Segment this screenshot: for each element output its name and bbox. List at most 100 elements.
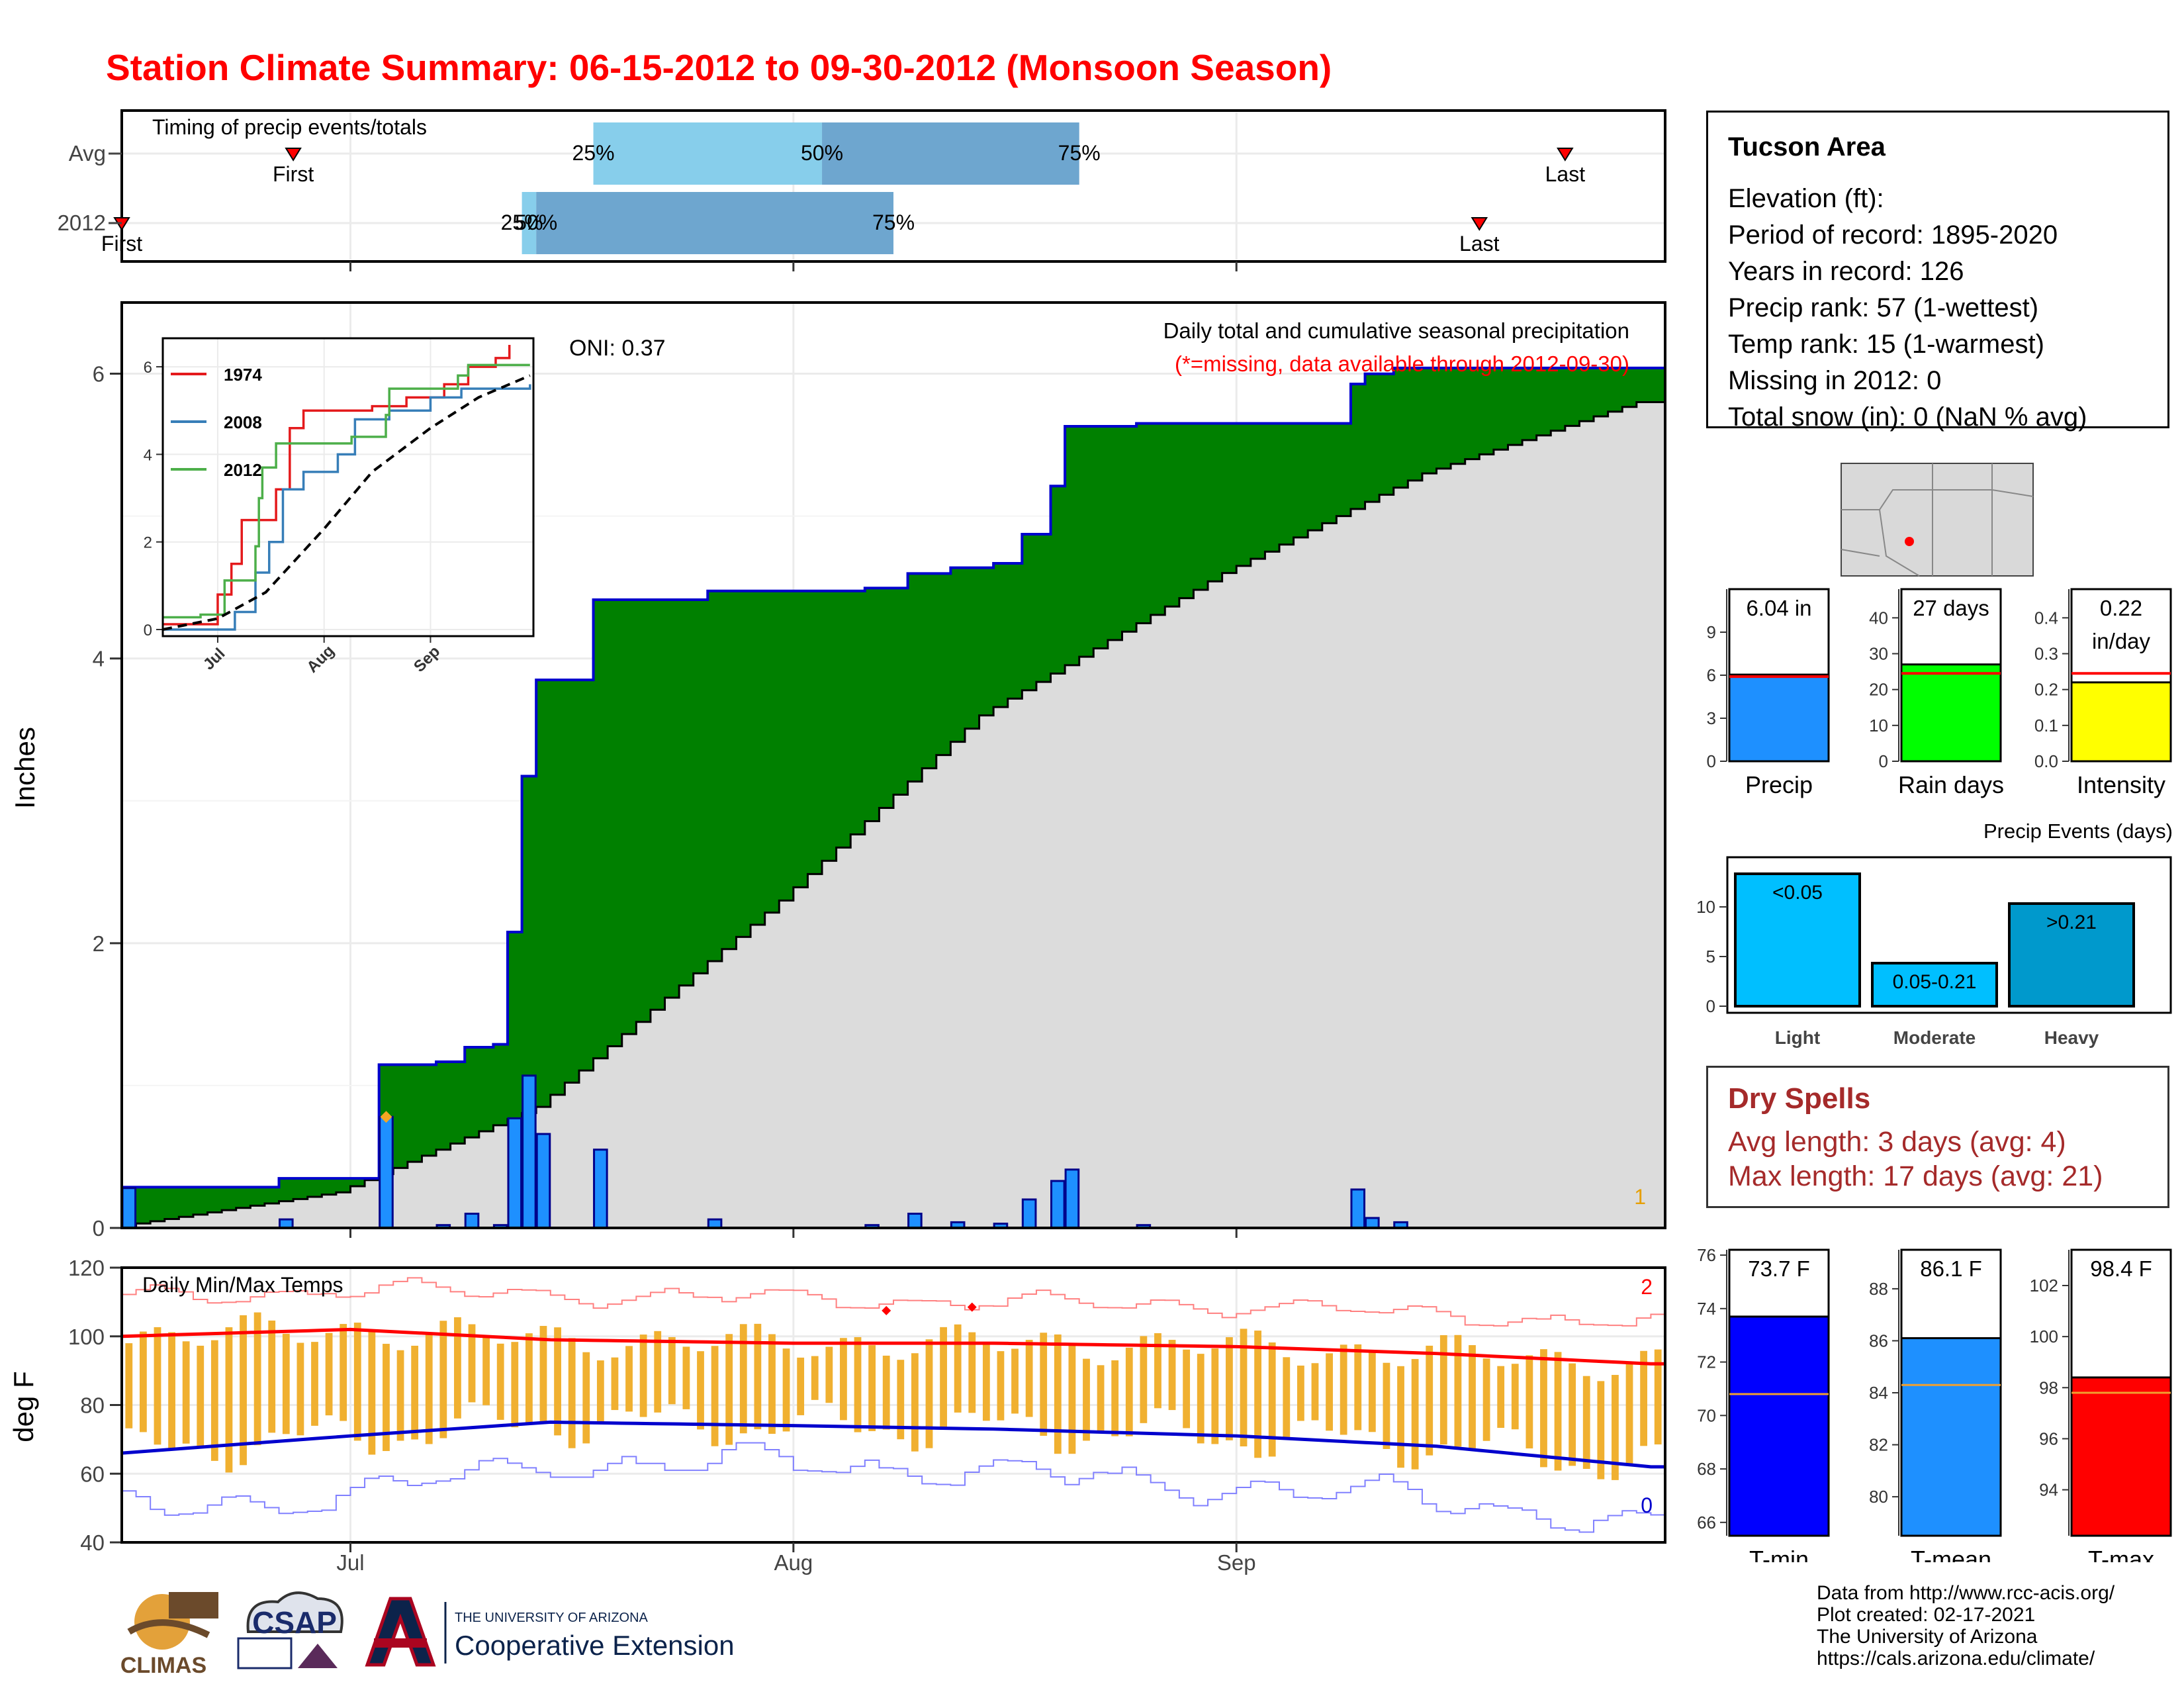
y-tick-label: 94 (2039, 1480, 2058, 1500)
daily-temp-range-bar (1140, 1336, 1148, 1423)
station-location-marker (1905, 537, 1914, 546)
inset-normal-line (162, 374, 531, 631)
daily-temp-range-bar (725, 1334, 733, 1445)
y-tick-label: 0.3 (2034, 644, 2058, 664)
y-tick-label: 40 (80, 1530, 105, 1555)
missing-note: (*=missing, data available through 2012-… (1175, 352, 1629, 376)
daily-temp-range-bar (668, 1336, 676, 1405)
credit-line: Data from http://www.rcc-acis.org/ (1817, 1582, 2115, 1604)
y-tick-label: 0 (1707, 751, 1716, 771)
temp-frame (120, 1266, 1666, 1544)
daily-temp-range-bar (368, 1331, 376, 1455)
daily-temp-range-bar (754, 1323, 762, 1430)
record-max-line (122, 1277, 1665, 1327)
daily-temp-range-bar (1397, 1366, 1404, 1468)
daily-temp-range-bar (1197, 1354, 1205, 1444)
daily-temp-range-bar (911, 1353, 919, 1452)
y-tick-label: 80 (1869, 1487, 1888, 1507)
station-info-box: Tucson Area Elevation (ft): Period of re… (1706, 111, 2169, 432)
station-precip-rank: Precip rank: 57 (1-wettest) (1728, 293, 2039, 322)
summary-bar (1900, 1337, 2002, 1537)
summary-category-label: T-max (2088, 1546, 2154, 1562)
daily-precip-bar (1365, 1217, 1380, 1229)
daily-temp-range-bar (511, 1342, 519, 1428)
daily-temp-range-bar (439, 1321, 447, 1438)
y-tick-label: 40 (1869, 608, 1888, 628)
y-tick-label: 60 (80, 1462, 105, 1486)
month-axis: Jul Aug Sep (336, 1542, 1256, 1575)
summary-category-label: Precip (1745, 771, 1813, 798)
daily-temp-range-bar (1068, 1345, 1076, 1454)
daily-temp-range-bar (539, 1326, 547, 1424)
daily-precip-bar (907, 1212, 923, 1229)
daily-temp-range-bar (1111, 1360, 1119, 1436)
daily-temp-range-bar (1540, 1349, 1547, 1468)
inset-y-tick-label: 2 (144, 534, 152, 552)
svg-text:CSAP: CSAP (252, 1605, 337, 1640)
inset-series-2012 (163, 363, 530, 619)
precip-frame (120, 301, 1666, 1229)
y-tick-label: 0.4 (2034, 608, 2058, 628)
daily-temp-range-bar (1411, 1359, 1419, 1470)
timing-25-50-band (593, 122, 823, 185)
y-tick-label: 120 (68, 1256, 105, 1280)
daily-temp-range-bar (1340, 1344, 1347, 1435)
timing-p75-label: 75% (1058, 141, 1101, 165)
credits: Data from http://www.rcc-acis.org/ Plot … (1817, 1582, 2115, 1669)
daily-temp-range-bar (525, 1333, 533, 1424)
precip-y-axis: 0 2 4 6 (93, 362, 1238, 1241)
x-tick-label: Aug (774, 1550, 813, 1575)
station-missing: Missing in 2012: 0 (1728, 366, 1942, 395)
precip-panel: 0 2 4 6 Inches ONI: 0.37 Daily total and cu… (9, 301, 1666, 1241)
csap-logo: CSAP (232, 1585, 354, 1685)
daily-temp-range-bar (353, 1323, 361, 1441)
daily-temp-range-bar (1511, 1364, 1519, 1430)
daily-temp-range-bar (1183, 1349, 1191, 1429)
daily-temp-range-bar (1268, 1342, 1276, 1457)
daily-temp-range-bar (682, 1346, 690, 1409)
x-tick-label: Sep (1217, 1550, 1256, 1575)
chart-title: Station Climate Summary: 06-15-2012 to 0… (106, 47, 1332, 88)
timing-50-75-band (822, 122, 1079, 185)
daily-temp-range-bar (396, 1350, 404, 1441)
daily-temp-range-bar (825, 1346, 833, 1403)
y-tick-label: 0.1 (2034, 716, 2058, 735)
timing-p25-label: 25% (572, 141, 615, 165)
daily-temp-range-bar (1226, 1337, 1233, 1440)
temp-y-axis: 40 60 80 100 120 (68, 1256, 122, 1555)
daily-temp-range-bar (840, 1338, 847, 1421)
daily-temp-range-bar (1482, 1358, 1490, 1441)
daily-temp-range-bar (596, 1360, 604, 1425)
inset-legend-1974: 1974 (224, 365, 262, 385)
daily-temp-range-bar (1439, 1335, 1447, 1445)
daily-temp-range-bar (496, 1343, 504, 1420)
y-tick-label: 74 (1697, 1299, 1716, 1319)
daily-temp-range-bar (654, 1331, 662, 1413)
y-tick-label: 100 (68, 1325, 105, 1349)
y-tick-label: 66 (1697, 1513, 1716, 1532)
y-tick-label: 0.0 (2034, 751, 2058, 771)
daily-temp-range-bar (797, 1357, 805, 1415)
daily-temp-range-bar (625, 1346, 633, 1412)
daily-temp-range-bar (1525, 1355, 1533, 1449)
daily-temp-range-bar (1040, 1333, 1048, 1436)
summary-value-label: 6.04 in (1746, 596, 1811, 620)
y-tick-label: 6 (1707, 665, 1716, 685)
y-tick-label: 68 (1697, 1459, 1716, 1479)
daily-temp-range-bar (468, 1324, 476, 1403)
daily-temp-range-bar (1554, 1352, 1562, 1471)
inset-y-tick-label: 0 (144, 622, 152, 639)
summary-intensity-summary: 0.0 0.1 0.2 0.3 0.4 0.22 in/day Intensity (2034, 588, 2172, 798)
daily-temp-range-bar (197, 1345, 205, 1446)
daily-temp-range-bar (1582, 1376, 1590, 1469)
y-tick-label: 76 (1697, 1245, 1716, 1265)
daily-temp-range-bar (711, 1346, 719, 1446)
daily-precip-bar (1050, 1180, 1066, 1229)
daily-temp-range-bar (982, 1344, 990, 1421)
first-label: First (101, 232, 142, 256)
credit-line: https://cals.arizona.edu/climate/ (1817, 1648, 2095, 1669)
daily-temp-range-bar (1154, 1333, 1161, 1409)
y-tick-label: 5 (1706, 947, 1715, 966)
summary-tmax-summary: 94 96 98 100 102 98.4 F T-max (2030, 1248, 2172, 1562)
